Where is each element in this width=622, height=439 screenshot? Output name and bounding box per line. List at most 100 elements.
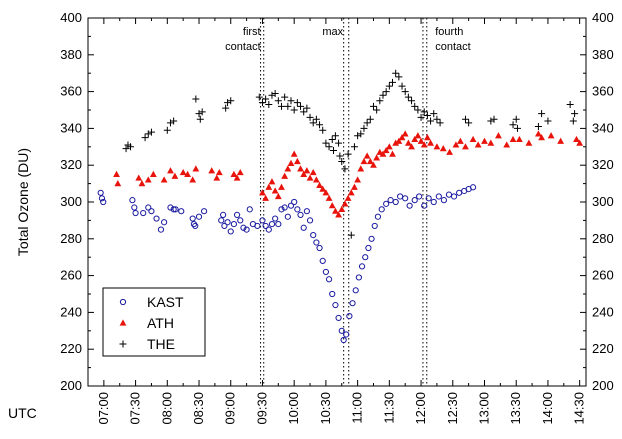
kast-point (430, 198, 437, 206)
kast-point (129, 197, 136, 204)
the-point (389, 78, 397, 86)
the-point (369, 102, 377, 110)
x-tick-label: 07:30 (128, 392, 143, 425)
the-point (427, 117, 435, 125)
kast-point (450, 193, 458, 200)
kast-point (227, 228, 234, 235)
kast-point (358, 263, 366, 270)
ath-point (233, 174, 241, 181)
x-tick-label: 10:00 (286, 392, 301, 425)
y-tick-label-left: 340 (60, 120, 82, 135)
ath-point (332, 207, 339, 214)
the-point (122, 145, 130, 153)
kast-point (411, 197, 418, 204)
kast-point (161, 219, 168, 226)
kast-point (421, 202, 428, 209)
kast-point (313, 239, 320, 246)
ath-point (420, 141, 428, 148)
ath-point (446, 148, 454, 155)
the-point (430, 110, 438, 118)
kast-point (221, 222, 228, 230)
x-tick-label: 11:00 (350, 392, 365, 424)
kast-point (287, 202, 295, 209)
the-point (408, 97, 416, 105)
kast-point (322, 268, 329, 276)
ath-point (335, 211, 342, 218)
the-point (513, 124, 521, 132)
ath-point (439, 145, 447, 152)
ath-point (424, 134, 431, 141)
ath-point (306, 174, 314, 181)
the-point (417, 113, 425, 121)
ath-point (312, 176, 320, 183)
the-point (363, 119, 371, 127)
ath-point (160, 176, 168, 183)
the-point (163, 126, 171, 134)
kast-point (224, 219, 231, 226)
ath-point (398, 134, 406, 141)
ath-point (495, 132, 502, 139)
the-point (268, 91, 276, 99)
y-tick-label-right: 260 (592, 268, 614, 283)
kast-point (440, 197, 447, 204)
ath-point (268, 178, 276, 185)
the-point (544, 117, 552, 125)
legend-label-the: THE (147, 336, 175, 352)
ath-point (395, 137, 403, 144)
the-point (366, 115, 374, 123)
kast-point (378, 206, 385, 213)
ath-point (363, 152, 371, 159)
ath-point (392, 139, 400, 146)
kast-point (97, 189, 104, 196)
ath-point (338, 205, 346, 212)
ath-point (462, 143, 469, 150)
the-point (277, 102, 285, 110)
kast-point (355, 274, 362, 281)
the-point (436, 119, 444, 127)
kast-point (145, 204, 152, 211)
ath-point (487, 139, 495, 146)
the-point (404, 93, 412, 101)
kast-point (303, 208, 310, 215)
x-tick-label: 12:00 (413, 392, 428, 425)
kast-point (254, 222, 261, 230)
ath-point (271, 187, 279, 194)
kast-point (189, 215, 196, 222)
x-tick-label: 14:30 (572, 392, 587, 425)
the-point (401, 88, 409, 96)
ath-point (414, 132, 422, 139)
ath-point (469, 135, 477, 143)
legend-label-ath: ATH (147, 315, 174, 331)
the-point (566, 100, 574, 108)
ath-point (366, 157, 374, 165)
ath-point (215, 168, 223, 176)
y-tick-label-left: 220 (60, 341, 82, 356)
kast-point (397, 193, 404, 200)
the-point (420, 108, 428, 116)
kast-point (265, 226, 272, 233)
x-tick-label: 07:00 (96, 392, 111, 425)
the-point (534, 123, 542, 131)
ath-point (236, 168, 244, 176)
kast-point (157, 226, 165, 233)
the-point (281, 93, 289, 101)
ath-point (328, 202, 336, 209)
ath-point (274, 192, 282, 200)
ath-point (259, 189, 266, 196)
the-point (344, 150, 352, 158)
ath-point (341, 200, 349, 207)
the-point (411, 102, 419, 110)
ath-point (300, 170, 308, 177)
ath-point (360, 157, 368, 165)
kast-point (148, 208, 155, 215)
the-point (170, 117, 178, 125)
the-point (328, 135, 336, 143)
kast-point (352, 287, 359, 294)
ath-point (290, 150, 298, 157)
the-point (461, 115, 469, 123)
kast-point (335, 314, 342, 322)
kast-point (469, 184, 477, 191)
the-point (312, 115, 320, 123)
the-point (331, 132, 339, 140)
the-point (336, 152, 344, 160)
